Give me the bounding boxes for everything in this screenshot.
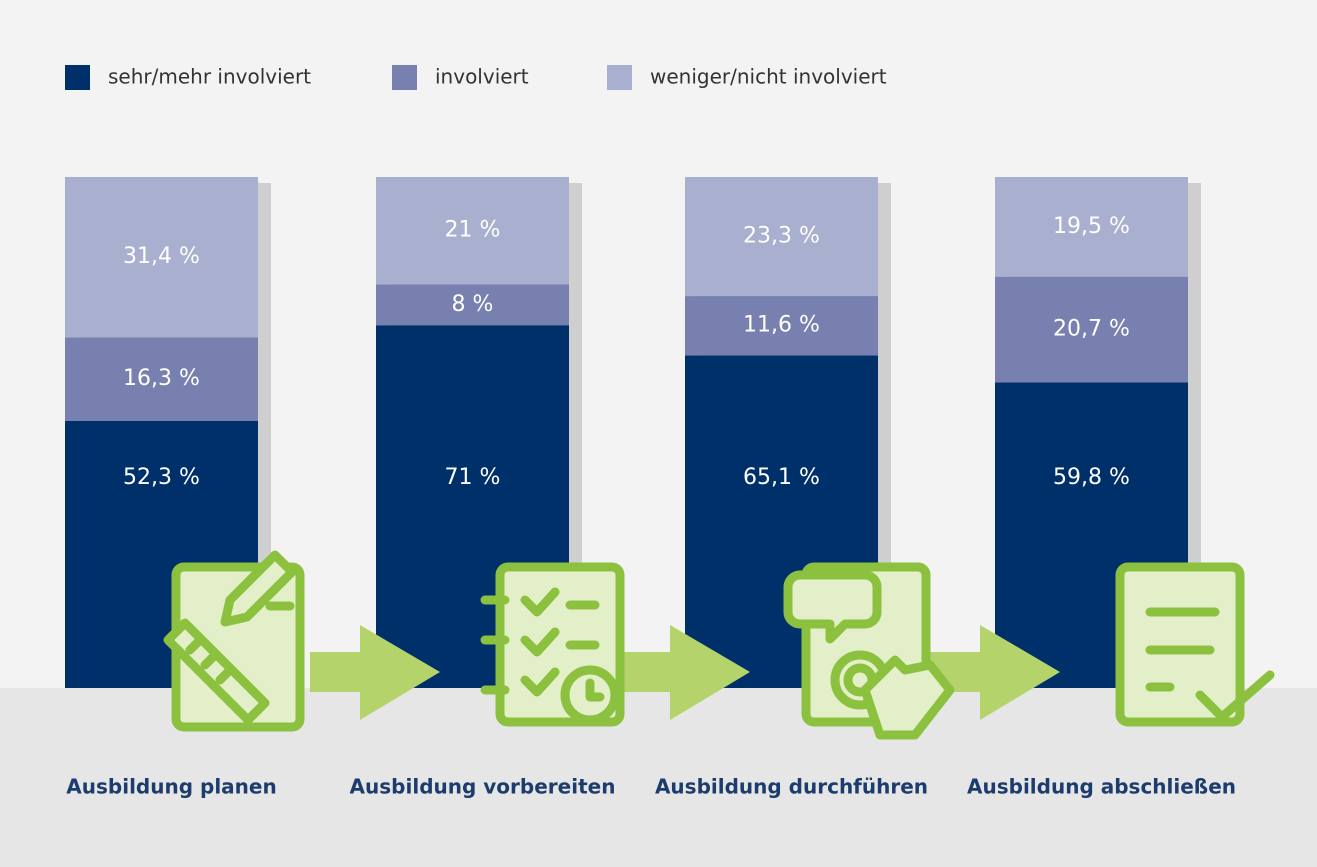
bar-segment [995,276,1188,383]
value-label: 31,4 % [123,244,200,269]
legend-label: involviert [435,65,529,89]
value-label: 71 % [445,465,501,490]
category-label: Ausbildung vorbereiten [350,775,616,799]
bar-segment [995,177,1188,277]
arrows [310,625,1060,720]
legend-swatch [607,65,632,90]
value-label: 19,5 % [1053,214,1130,239]
icon-execute [783,562,955,740]
value-label: 23,3 % [743,224,820,249]
legend-swatch [392,65,417,90]
legend: sehr/mehr involviert involviert weniger/ni… [65,65,887,90]
category-label: Ausbildung abschließen [967,775,1236,799]
value-label: 20,7 % [1053,317,1130,342]
category-labels: Ausbildung planen Ausbildung vorbereiten A… [66,775,1236,799]
bar-segment [376,177,569,285]
value-label: 21 % [445,218,501,243]
icons [163,550,1275,740]
legend-label: weniger/nicht involviert [650,65,887,89]
value-label: 11,6 % [743,313,820,338]
bar-segment [376,284,569,326]
icon-prepare [480,562,625,727]
value-label: 52,3 % [123,465,200,490]
value-label: 16,3 % [123,366,200,391]
category-label: Ausbildung planen [66,775,276,799]
icon-finish [1115,562,1275,727]
value-label: 59,8 % [1053,465,1130,490]
bar-segment [685,177,878,297]
bar-segment [685,296,878,356]
legend-label: sehr/mehr involviert [108,65,311,89]
value-label: 65,1 % [743,465,820,490]
bar-segment [65,337,258,421]
value-label: 8 % [452,292,494,317]
legend-swatch [65,65,90,90]
category-label: Ausbildung durchführen [655,775,928,799]
icon-plan [163,550,305,732]
bar-segment [65,177,258,338]
